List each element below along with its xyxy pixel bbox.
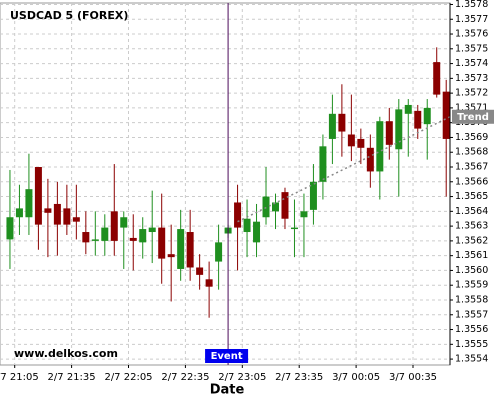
candle-body bbox=[129, 237, 137, 241]
y-tick-label: 1.3574 bbox=[455, 58, 488, 69]
x-tick-label: 2/7 21:35 bbox=[48, 372, 96, 383]
candle-body bbox=[281, 192, 289, 219]
event-label: Event bbox=[211, 351, 243, 362]
y-tick-label: 1.3572 bbox=[455, 88, 488, 99]
candle-body bbox=[366, 147, 374, 172]
candle-body bbox=[101, 227, 109, 241]
candle-body bbox=[215, 242, 223, 262]
candle-body bbox=[63, 208, 71, 225]
candle-body bbox=[385, 121, 393, 145]
candle-body bbox=[253, 221, 261, 243]
candle-body bbox=[272, 202, 280, 212]
candle-body bbox=[262, 196, 270, 218]
plot-frame bbox=[0, 2, 451, 366]
candle-body bbox=[139, 229, 147, 243]
candle-body bbox=[25, 189, 33, 218]
candle-body bbox=[72, 217, 80, 222]
x-tick-label: 2/7 22:35 bbox=[161, 372, 209, 383]
y-tick-label: 1.3555 bbox=[455, 339, 488, 350]
x-tick-label: 2/7 22:05 bbox=[104, 372, 152, 383]
candle-body bbox=[338, 113, 346, 132]
y-tick-label: 1.3568 bbox=[455, 147, 488, 158]
candle-body bbox=[347, 134, 355, 147]
y-tick-label: 1.3575 bbox=[455, 43, 488, 54]
trend-label: Trend bbox=[457, 112, 489, 123]
watermark: www.delkos.com bbox=[14, 347, 118, 360]
candle-body bbox=[395, 109, 403, 150]
x-tick-label: 2/7 23:05 bbox=[218, 372, 266, 383]
candle-body bbox=[158, 227, 166, 259]
candle-body bbox=[110, 211, 118, 241]
y-tick-label: 1.3563 bbox=[455, 221, 488, 232]
y-tick-label: 1.3562 bbox=[455, 235, 488, 246]
candle-body bbox=[423, 107, 431, 125]
candle-body bbox=[243, 218, 251, 233]
candle-body bbox=[196, 267, 204, 275]
candle-body bbox=[300, 211, 308, 218]
y-tick-label: 1.3565 bbox=[455, 191, 488, 202]
candle-body bbox=[234, 202, 242, 228]
y-tick-label: 1.3554 bbox=[455, 354, 488, 365]
y-tick-label: 1.3556 bbox=[455, 324, 488, 335]
candle-body bbox=[44, 208, 52, 213]
candle-body bbox=[319, 146, 327, 182]
x-tick-label: 2/7 21:05 bbox=[0, 372, 39, 383]
candle-body bbox=[148, 227, 156, 233]
y-tick-label: 1.3566 bbox=[455, 176, 488, 187]
y-tick-label: 1.3559 bbox=[455, 280, 488, 291]
y-tick-label: 1.3558 bbox=[455, 294, 488, 305]
candle-body bbox=[376, 121, 384, 172]
x-tick-label: 3/7 00:35 bbox=[389, 372, 437, 383]
candle-body bbox=[34, 167, 42, 225]
y-tick-label: 1.3569 bbox=[455, 132, 488, 143]
candle-body bbox=[186, 232, 194, 268]
trend-label-box bbox=[452, 109, 494, 124]
candle-body bbox=[205, 279, 213, 287]
y-tick-label: 1.3578 bbox=[455, 0, 488, 10]
y-tick-label: 1.3564 bbox=[455, 206, 488, 217]
y-tick-label: 1.3576 bbox=[455, 29, 488, 40]
candle-body bbox=[53, 203, 61, 225]
y-tick-label: 1.3573 bbox=[455, 73, 488, 84]
y-tick-label: 1.3577 bbox=[455, 14, 488, 25]
y-tick-label: 1.3560 bbox=[455, 265, 488, 276]
candle-body bbox=[328, 113, 336, 139]
candle-body bbox=[15, 208, 23, 218]
x-axis-label: Date bbox=[210, 383, 245, 398]
y-tick-label: 1.3567 bbox=[455, 162, 488, 173]
candle-body bbox=[290, 227, 298, 230]
chart-title: USDCAD 5 (FOREX) bbox=[10, 9, 128, 22]
candle-body bbox=[91, 239, 99, 241]
candle-body bbox=[357, 138, 365, 148]
x-tick-label: 2/7 23:35 bbox=[275, 372, 323, 383]
candle-body bbox=[309, 181, 317, 210]
event-label-box bbox=[205, 349, 249, 363]
candle-body bbox=[82, 232, 90, 243]
candle-body bbox=[177, 229, 185, 269]
candle-body bbox=[6, 217, 14, 240]
y-tick-label: 1.3571 bbox=[455, 102, 488, 113]
candle-body bbox=[120, 217, 128, 228]
y-tick-label: 1.3561 bbox=[455, 250, 488, 261]
y-tick-label: 1.3557 bbox=[455, 309, 488, 320]
candle-body bbox=[404, 104, 412, 114]
x-tick-label: 3/7 00:05 bbox=[332, 372, 380, 383]
candle-body bbox=[433, 62, 441, 95]
candle-body bbox=[414, 110, 422, 129]
candle-body bbox=[167, 254, 175, 258]
candle-body bbox=[442, 91, 450, 139]
